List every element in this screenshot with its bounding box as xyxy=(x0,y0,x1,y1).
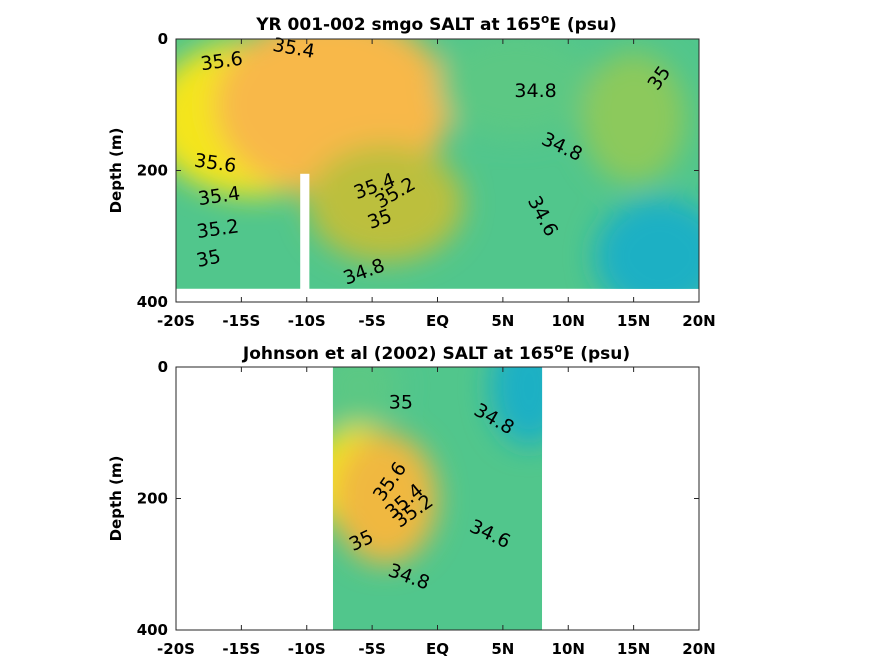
x-tick-label: -20S xyxy=(157,312,195,330)
x-tick-label: 15N xyxy=(617,640,650,656)
chart-title: Johnson et al (2002) SALT at 165oE (psu) xyxy=(242,341,630,364)
x-tick-label: 10N xyxy=(552,312,585,330)
x-tick-label: 15N xyxy=(617,312,650,330)
y-tick-label: 0 xyxy=(158,30,168,48)
x-tick-label: -10S xyxy=(288,312,326,330)
y-axis-label: Depth (m) xyxy=(107,128,125,214)
x-tick-label: -10S xyxy=(288,640,326,656)
y-tick-label: 200 xyxy=(137,162,168,180)
x-tick-label: EQ xyxy=(426,640,449,656)
y-tick-label: 400 xyxy=(137,621,168,639)
field-feature-4 xyxy=(332,367,399,427)
field-feature-3 xyxy=(306,144,464,263)
contour-label: 35 xyxy=(194,245,222,272)
x-tick-label: -5S xyxy=(358,312,385,330)
field-feature-6 xyxy=(594,196,699,289)
field-feature-2 xyxy=(332,432,438,565)
x-tick-label: 5N xyxy=(491,312,514,330)
field-feature-4 xyxy=(437,39,595,138)
y-tick-label: 0 xyxy=(158,358,168,376)
contour-label: 35 xyxy=(389,392,413,414)
panel-1: 35.435.635.635.435.23535.435.23534.834.8… xyxy=(107,12,716,330)
y-axis-label: Depth (m) xyxy=(107,456,125,542)
x-tick-label: -5S xyxy=(358,640,385,656)
field-feature-5 xyxy=(581,52,686,184)
x-tick-label: EQ xyxy=(426,312,449,330)
chart-title: YR 001-002 smgo SALT at 165oE (psu) xyxy=(255,12,617,35)
x-tick-label: -20S xyxy=(157,640,195,656)
x-tick-label: 5N xyxy=(491,640,514,656)
x-tick-label: 20N xyxy=(682,312,715,330)
panel-2: 35 34.835.635.435.235 34.634.8-20S -15S -10S… xyxy=(107,341,716,656)
field-feature-3 xyxy=(489,367,543,446)
x-tick-label: -15S xyxy=(222,640,260,656)
salinity-field xyxy=(176,39,699,289)
x-tick-label: 20N xyxy=(682,640,715,656)
salinity-field xyxy=(332,367,543,630)
x-tick-label: 10N xyxy=(552,640,585,656)
x-tick-label: -15S xyxy=(222,312,260,330)
y-tick-label: 400 xyxy=(137,293,168,311)
y-tick-label: 200 xyxy=(137,490,168,508)
contour-label: 34.8 xyxy=(514,80,556,102)
masked-column xyxy=(300,173,310,302)
